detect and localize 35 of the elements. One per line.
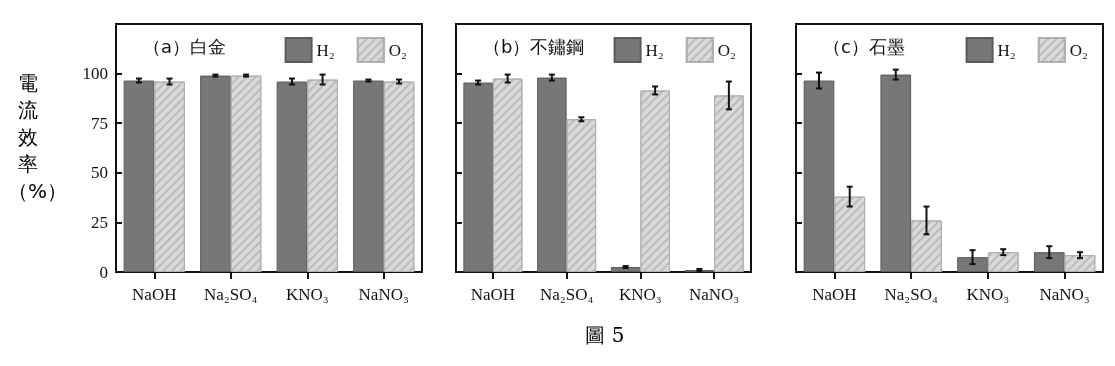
legend-label: H₂ xyxy=(645,40,664,60)
y-tick-label: 100 xyxy=(82,64,108,84)
text: （c）石墨 xyxy=(823,35,905,57)
text: （b）不鏽鋼 xyxy=(483,35,585,57)
x-tick-label: NaNO₃ xyxy=(1039,285,1090,304)
y-tick-label: 50 xyxy=(91,163,108,183)
y-tick-label: 25 xyxy=(91,212,108,232)
x-tick-label: Na₂SO₄ xyxy=(539,285,594,304)
x-tick-label: Na₂SO₄ xyxy=(884,285,938,304)
caption: 圖 5 xyxy=(584,322,626,349)
x-tick-label: NaOH xyxy=(470,285,516,304)
bar xyxy=(880,74,912,272)
x-tick-label: Na₂SO₄ xyxy=(204,285,258,304)
y-tick-label: 0 xyxy=(99,262,108,282)
text: （a）白金 xyxy=(143,35,227,57)
x-tick-label: KNO₃ xyxy=(966,285,1010,304)
x-tick-label: KNO₃ xyxy=(285,285,329,304)
legend-label: O₂ xyxy=(717,40,737,60)
x-tick-label: NaOH xyxy=(132,285,177,304)
bar xyxy=(1033,252,1065,272)
bar xyxy=(537,77,567,272)
legend-label: O₂ xyxy=(388,40,408,60)
x-tick-label: NaOH xyxy=(812,285,857,304)
legend-label: O₂ xyxy=(1069,40,1089,60)
bar xyxy=(957,257,988,272)
x-tick-label: NaNO₃ xyxy=(358,285,409,304)
bar xyxy=(463,82,493,272)
legend-label: H₂ xyxy=(316,40,335,60)
bar xyxy=(803,80,835,272)
y-axis-title: 電流效率（%） xyxy=(8,70,68,205)
x-tick-label: KNO₃ xyxy=(618,285,662,304)
legend-label: H₂ xyxy=(997,40,1016,60)
y-tick-label: 75 xyxy=(91,113,108,133)
x-tick-label: NaNO₃ xyxy=(688,285,740,304)
bar xyxy=(610,267,641,272)
